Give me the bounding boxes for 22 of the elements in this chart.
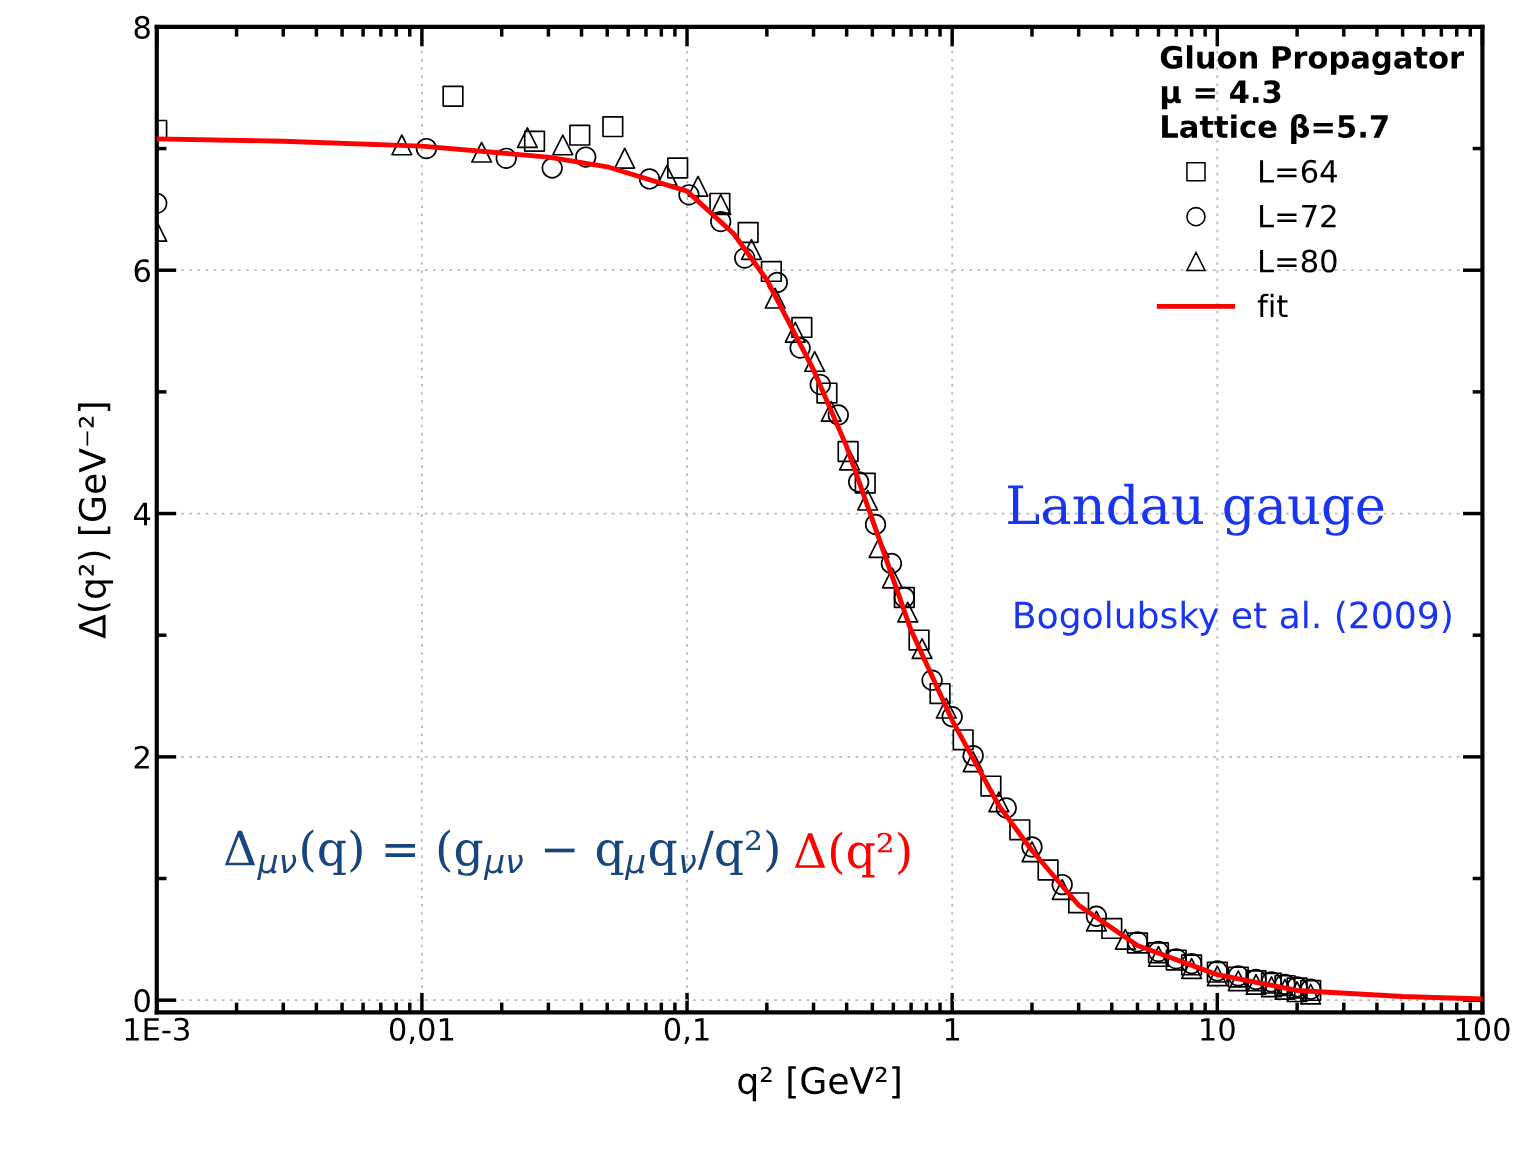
y-axis-title: Δ(q²) [GeV⁻²]	[78, 403, 114, 639]
x-tick-label: 10	[1201, 1017, 1235, 1041]
legend-label: L=64	[1260, 159, 1337, 183]
annotation: Δ(q²)	[794, 831, 910, 878]
x-tick-label: 1	[945, 1018, 960, 1041]
legend-label: fit	[1257, 293, 1288, 318]
y-tick-label: 8	[134, 15, 150, 39]
x-axis-title: q² [GeV²]	[738, 1066, 900, 1102]
x-tick-label: 100	[1456, 1017, 1510, 1041]
x-tick-label: 1E-3	[125, 1017, 189, 1041]
y-tick-label: 2	[134, 745, 149, 769]
y-tick-label: 4	[133, 502, 151, 526]
text: Δ$_{μν}$(q) = (g$_{μν}$ − q$_{μ}$q$_{ν}$/q²)	[224, 829, 778, 880]
y-tick-label: 6	[134, 259, 150, 283]
annotation: Landau gauge	[1008, 483, 1384, 536]
y-tick-label: 0	[134, 989, 150, 1013]
annotation: Bogolubsky et al. (2009)	[1015, 600, 1451, 636]
x-tick-label: 0,01	[389, 1017, 454, 1044]
legend-title: Gluon Propagator μ = 4.3 Lattice β=5.7	[1160, 45, 1465, 144]
legend-label: L=72	[1260, 204, 1336, 228]
legend-label: L=80	[1260, 249, 1337, 273]
x-tick-label: 0,1	[664, 1017, 709, 1044]
